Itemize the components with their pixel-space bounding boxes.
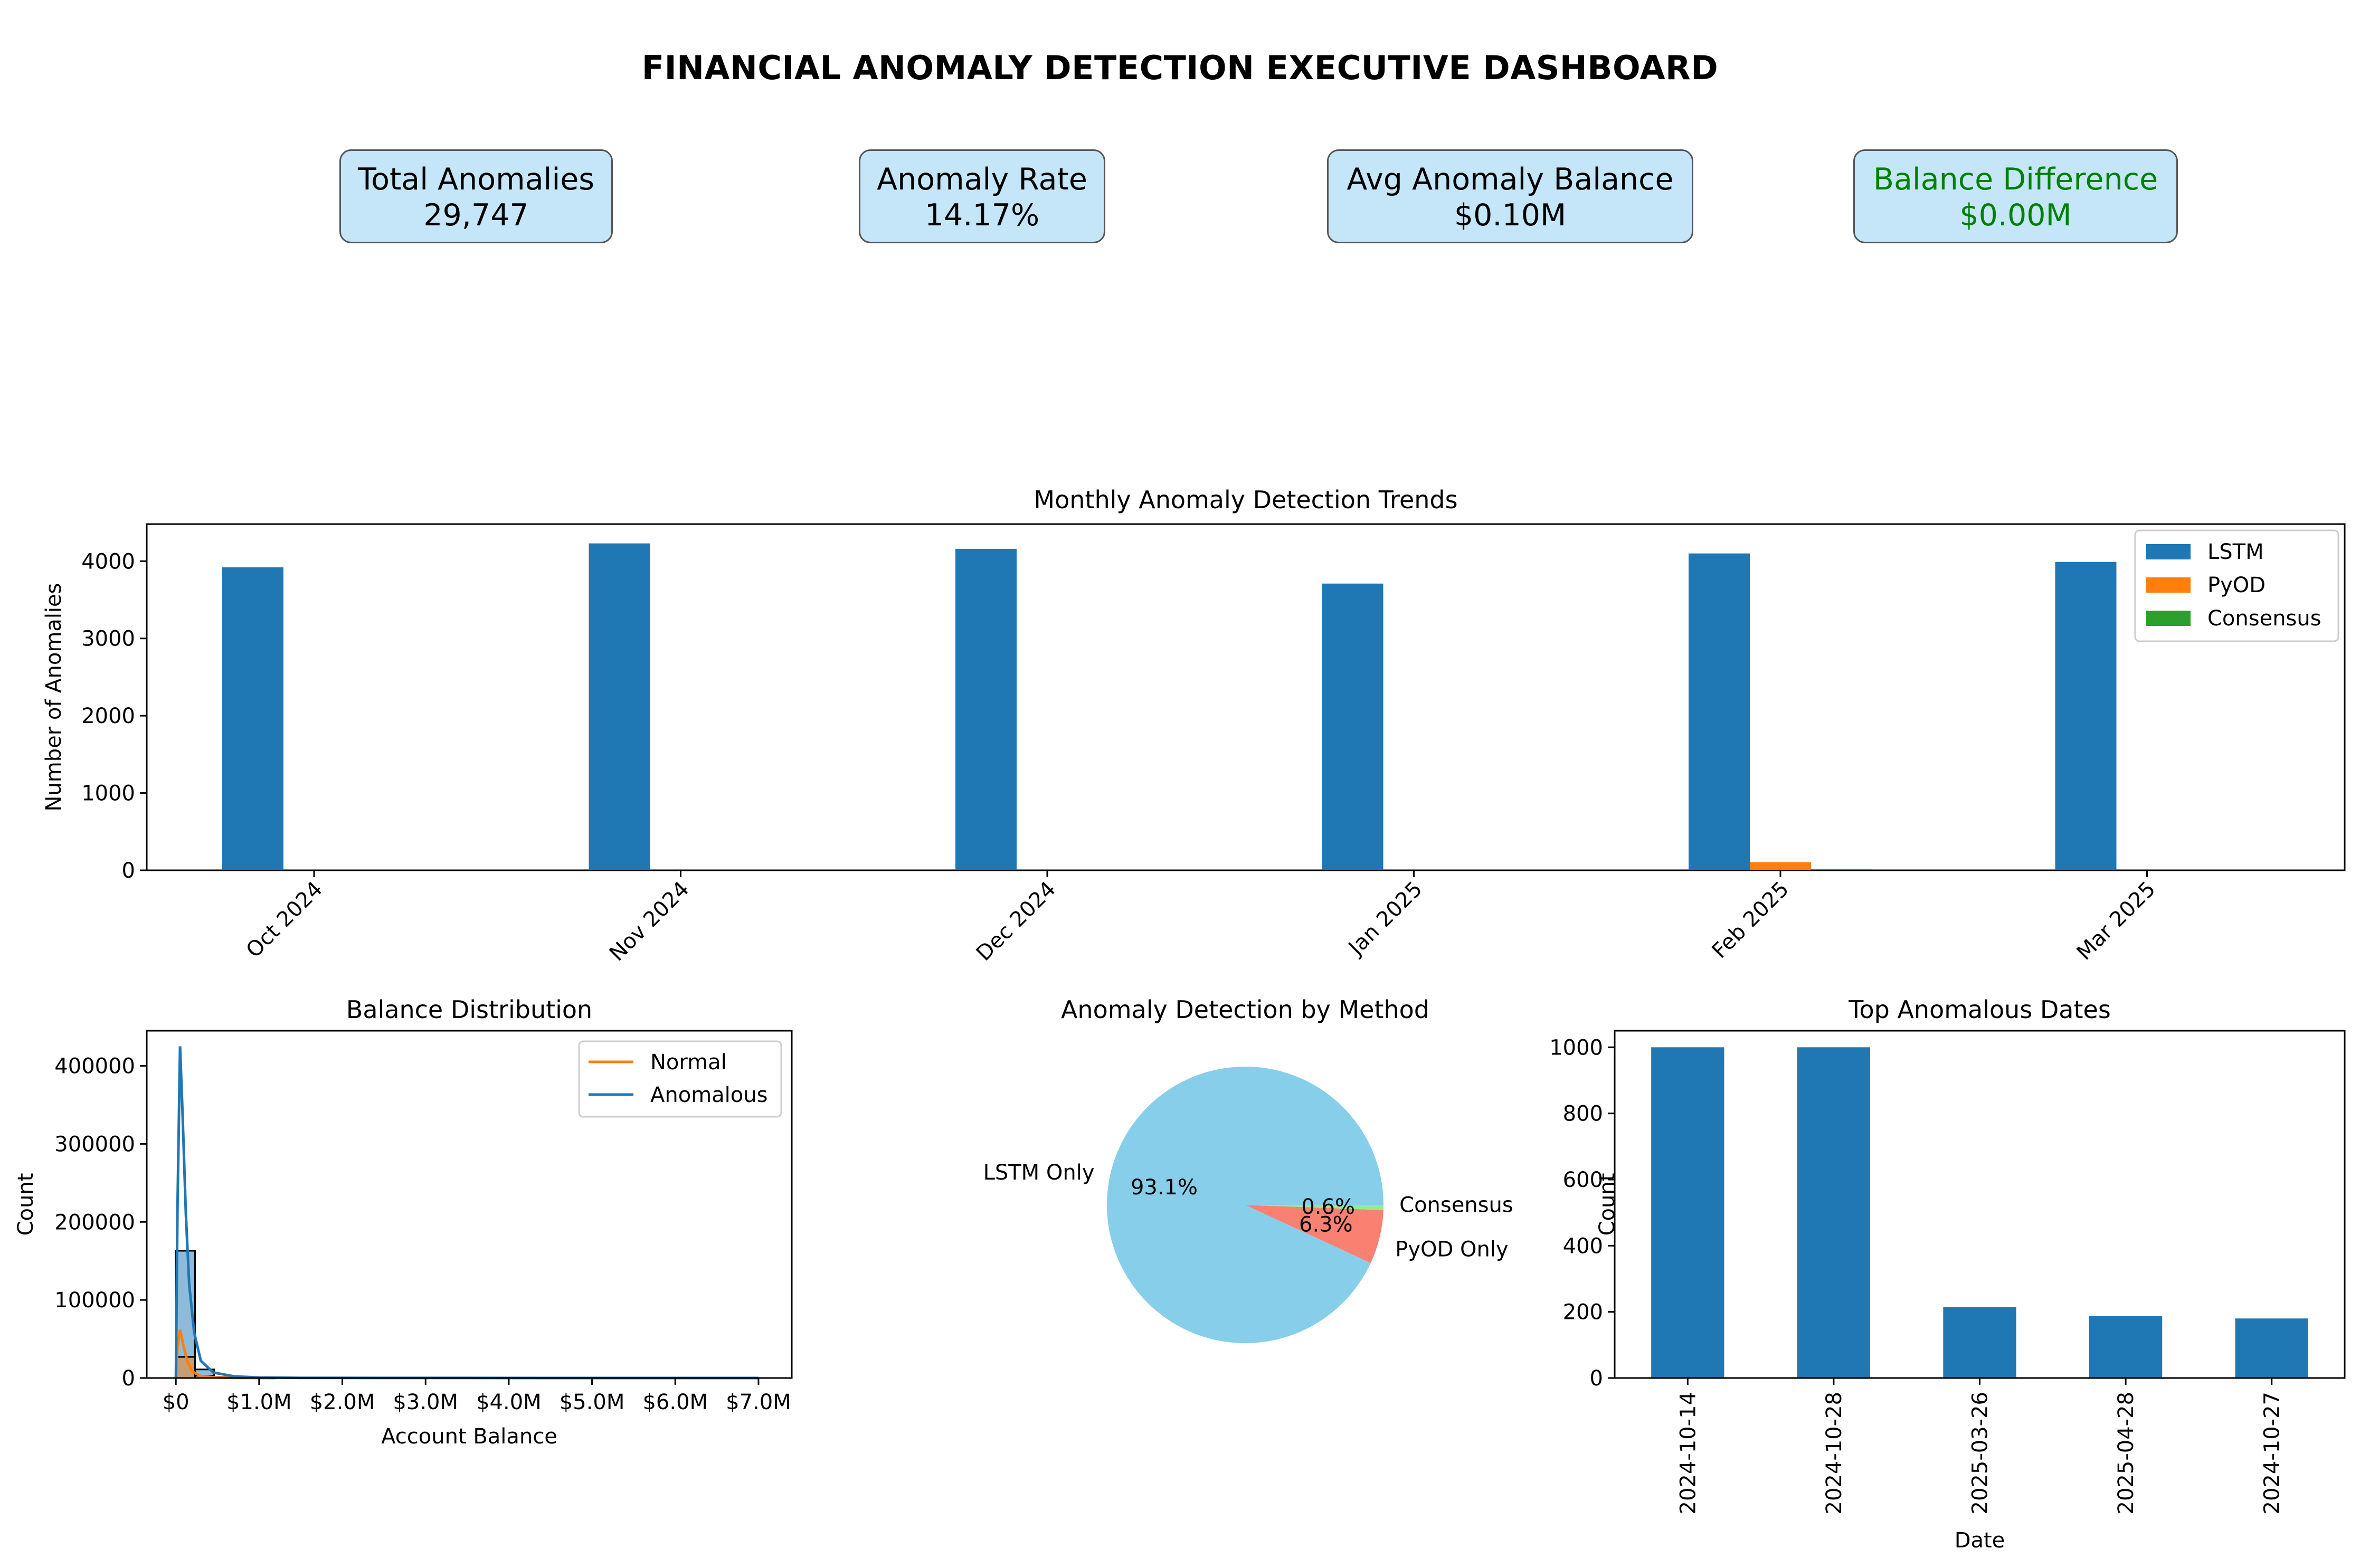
top-dates-title: Top Anomalous Dates <box>1848 995 2111 1024</box>
x-tick-label: $6.0M <box>642 1390 708 1414</box>
y-tick-label: 100000 <box>54 1288 135 1313</box>
kpi-total-anomalies: Total Anomalies 29,747 <box>339 149 613 243</box>
kpi-label: Balance Difference <box>1873 162 2158 197</box>
x-tick-label: 2024-10-28 <box>1822 1392 1846 1514</box>
top-dates-xlabel: Date <box>1955 1528 2005 1553</box>
dashboard-title: FINANCIAL ANOMALY DETECTION EXECUTIVE DA… <box>641 49 1719 87</box>
kpi-label: Total Anomalies <box>357 162 595 197</box>
legend-swatch-pyod <box>2146 577 2191 593</box>
pie-slice-pyod-only <box>1245 1205 1383 1263</box>
y-tick-label: 1000 <box>1549 1035 1603 1060</box>
legend-label-anomalous: Anomalous <box>650 1083 767 1107</box>
pie-pct-label: 93.1% <box>1131 1175 1198 1200</box>
y-tick-label: 0 <box>122 1366 135 1391</box>
balance-dist-title: Balance Distribution <box>346 995 592 1024</box>
legend-label-normal: Normal <box>650 1050 727 1075</box>
hist-bar-normal <box>175 1356 196 1379</box>
y-tick-label: 400 <box>1563 1234 1603 1258</box>
y-tick-label: 800 <box>1563 1102 1603 1126</box>
kpi-value: $0.00M <box>1959 198 2072 233</box>
top-dates-ylabel: Count <box>1595 1173 1619 1236</box>
bar-consensus-feb-2025 <box>1811 869 1872 870</box>
x-tick-label: 2024-10-27 <box>2260 1392 2285 1514</box>
pie-pct-label: 0.6% <box>1301 1195 1355 1219</box>
pie-title: Anomaly Detection by Method <box>1061 995 1429 1024</box>
x-tick-label: Dec 2024 <box>972 877 1060 966</box>
x-tick-label: 2025-04-28 <box>2114 1392 2138 1514</box>
bar-lstm-feb-2025 <box>1689 553 1750 870</box>
bar-lstm-jan-2025 <box>1322 583 1383 870</box>
x-tick-label: $5.0M <box>560 1390 625 1414</box>
x-tick-label: 2025-03-26 <box>1968 1392 1993 1514</box>
monthly-trend-ylabel: Number of Anomalies <box>42 583 66 811</box>
x-tick-label: $2.0M <box>310 1390 375 1414</box>
y-tick-label: 400000 <box>54 1054 135 1079</box>
bar-date-2024-10-27 <box>2235 1318 2308 1378</box>
y-tick-label: 1000 <box>81 782 135 806</box>
bar-date-2024-10-28 <box>1797 1047 1871 1378</box>
bar-lstm-mar-2025 <box>2055 562 2117 870</box>
bar-lstm-oct-2024 <box>222 567 283 870</box>
bar-date-2025-03-26 <box>1943 1307 2016 1378</box>
balance-dist-axes-frame <box>146 1030 793 1379</box>
pie-slice-lstm-only <box>1107 1067 1383 1344</box>
x-tick-label: $3.0M <box>393 1390 458 1414</box>
bar-date-2024-10-14 <box>1651 1047 1724 1378</box>
monthly-trend-legend: LSTM PyOD Consensus <box>2134 529 2339 642</box>
y-tick-label: 200 <box>1563 1300 1603 1325</box>
x-tick-label: $4.0M <box>476 1390 542 1414</box>
balance-dist-legend: Normal Anomalous <box>578 1040 782 1118</box>
legend-label-lstm: LSTM <box>2207 540 2264 564</box>
monthly-trend-axes-frame <box>146 523 2346 871</box>
kpi-label: Anomaly Rate <box>877 162 1087 197</box>
kpi-value: 14.17% <box>924 198 1040 233</box>
x-tick-label: Nov 2024 <box>605 877 694 966</box>
x-tick-label: $1.0M <box>226 1390 292 1414</box>
legend-label-pyod: PyOD <box>2207 573 2266 597</box>
pie-pct-label: 6.3% <box>1299 1213 1353 1237</box>
kpi-avg-anomaly-balance: Avg Anomaly Balance $0.10M <box>1327 149 1693 243</box>
bar-lstm-dec-2024 <box>955 548 1017 870</box>
y-tick-label: 0 <box>1590 1366 1603 1391</box>
x-tick-label: 2024-10-14 <box>1676 1392 1700 1514</box>
x-tick-label: Mar 2025 <box>2072 877 2160 965</box>
y-tick-label: 2000 <box>81 704 135 728</box>
balance-dist-ylabel: Count <box>14 1173 38 1236</box>
bar-pyod-feb-2025 <box>1750 862 1811 870</box>
y-tick-label: 600 <box>1563 1168 1603 1192</box>
pie-slice-consensus <box>1245 1205 1383 1210</box>
kpi-balance-difference: Balance Difference $0.00M <box>1853 149 2178 243</box>
y-tick-label: 300000 <box>54 1132 135 1156</box>
x-tick-label: Feb 2025 <box>1707 877 1794 964</box>
kpi-label: Avg Anomaly Balance <box>1347 162 1674 197</box>
legend-label-consensus: Consensus <box>2207 606 2321 631</box>
x-tick-label: Jan 2025 <box>1343 877 1427 961</box>
y-tick-label: 4000 <box>81 549 135 574</box>
legend-swatch-lstm <box>2146 544 2191 559</box>
pie-label: Consensus <box>1399 1193 1513 1217</box>
x-tick-label: $7.0M <box>726 1390 791 1414</box>
bar-date-2025-04-28 <box>2089 1316 2163 1378</box>
pie-label: LSTM Only <box>983 1161 1095 1185</box>
top-dates-axes-frame <box>1614 1030 2346 1379</box>
x-tick-label: Oct 2024 <box>242 877 327 963</box>
balance-dist-xlabel: Account Balance <box>381 1424 557 1449</box>
y-tick-label: 3000 <box>81 627 135 651</box>
kpi-value: 29,747 <box>423 198 529 233</box>
y-tick-label: 0 <box>122 859 135 883</box>
pie-label: PyOD Only <box>1395 1237 1508 1261</box>
legend-swatch-consensus <box>2146 611 2191 626</box>
legend-box <box>578 1040 782 1118</box>
x-tick-label: $0 <box>163 1390 189 1414</box>
kpi-anomaly-rate: Anomaly Rate 14.17% <box>859 149 1105 243</box>
kpi-value: $0.10M <box>1454 198 1567 233</box>
monthly-trend-title: Monthly Anomaly Detection Trends <box>1034 486 1457 514</box>
y-tick-label: 200000 <box>54 1210 135 1234</box>
bar-lstm-nov-2024 <box>589 543 650 870</box>
